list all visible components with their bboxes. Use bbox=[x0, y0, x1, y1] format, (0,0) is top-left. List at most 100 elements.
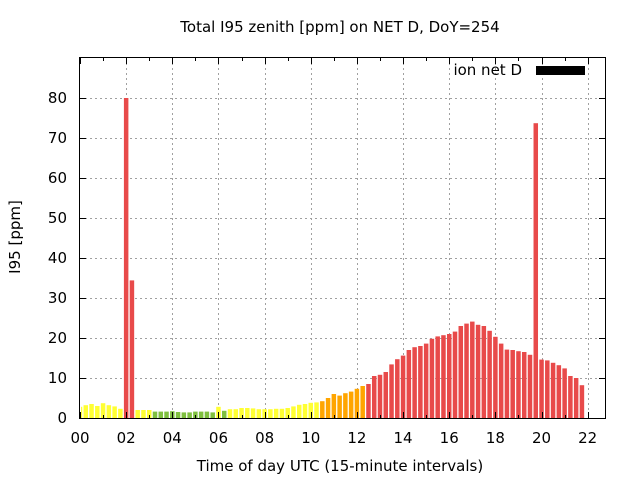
y-tick-label: 60 bbox=[48, 169, 67, 187]
bar bbox=[83, 405, 89, 418]
y-tick-label: 70 bbox=[48, 129, 67, 147]
bar bbox=[198, 411, 204, 418]
bar bbox=[452, 331, 458, 418]
bar bbox=[227, 409, 233, 418]
grid bbox=[80, 58, 605, 418]
bar bbox=[100, 403, 106, 418]
bar bbox=[516, 351, 521, 418]
bar bbox=[389, 364, 394, 418]
y-tick-label: 40 bbox=[48, 249, 67, 267]
bar bbox=[504, 349, 510, 418]
bar bbox=[291, 406, 296, 418]
bar bbox=[406, 350, 412, 418]
bar bbox=[129, 280, 135, 418]
bar bbox=[112, 406, 117, 418]
bar bbox=[152, 411, 158, 418]
x-tick-label: 04 bbox=[163, 429, 182, 447]
bar bbox=[441, 335, 446, 418]
y-tick-label: 30 bbox=[48, 289, 67, 307]
bar bbox=[371, 376, 377, 418]
bar bbox=[146, 410, 152, 418]
bar bbox=[533, 123, 539, 418]
y-axis-label: I95 [ppm] bbox=[6, 200, 24, 274]
bar bbox=[568, 376, 573, 418]
bar bbox=[521, 352, 527, 418]
axis-ticks: 00 02 04 06 08 10 12 14 16 18 20 22 0 10 20 30 40 50 60 70 8… bbox=[48, 58, 605, 447]
bar bbox=[95, 406, 100, 418]
bar bbox=[279, 408, 285, 418]
x-tick-label: 16 bbox=[440, 429, 459, 447]
bar bbox=[314, 402, 319, 418]
bar bbox=[256, 409, 262, 418]
bar bbox=[204, 411, 210, 418]
bar bbox=[233, 409, 239, 418]
bar bbox=[331, 394, 337, 418]
x-tick-label: 20 bbox=[532, 429, 551, 447]
bar bbox=[360, 386, 365, 418]
bar bbox=[354, 388, 360, 418]
bar bbox=[158, 411, 164, 418]
bar bbox=[348, 391, 354, 418]
bar bbox=[579, 385, 585, 418]
bar bbox=[175, 412, 181, 418]
bar bbox=[181, 412, 187, 418]
legend-label: ion net D bbox=[453, 61, 522, 79]
bar bbox=[481, 326, 487, 418]
bar bbox=[412, 347, 417, 418]
bar bbox=[429, 338, 435, 418]
bar bbox=[239, 408, 244, 418]
bar bbox=[418, 346, 423, 418]
bars bbox=[81, 98, 585, 418]
chart-title: Total I95 zenith [ppm] on NET D, DoY=254 bbox=[179, 18, 499, 36]
bar bbox=[446, 334, 452, 418]
x-tick-label: 22 bbox=[578, 429, 597, 447]
y-tick-label: 10 bbox=[48, 369, 67, 387]
bar bbox=[573, 378, 579, 418]
x-tick-label: 14 bbox=[394, 429, 413, 447]
bar bbox=[285, 408, 290, 418]
bar bbox=[221, 410, 227, 418]
bar bbox=[550, 362, 556, 418]
bar bbox=[556, 365, 562, 418]
bar bbox=[296, 404, 302, 418]
bar bbox=[123, 98, 129, 418]
bar bbox=[498, 343, 504, 418]
bar bbox=[475, 324, 481, 418]
bar bbox=[493, 336, 498, 418]
bar bbox=[423, 343, 429, 418]
x-tick-label: 02 bbox=[117, 429, 136, 447]
bar bbox=[343, 393, 348, 418]
bar bbox=[400, 355, 406, 418]
x-axis-label: Time of day UTC (15-minute intervals) bbox=[196, 457, 483, 475]
bar bbox=[527, 354, 533, 418]
bar bbox=[383, 372, 389, 418]
bar bbox=[193, 411, 198, 418]
bar bbox=[308, 402, 314, 418]
x-tick-label: 06 bbox=[209, 429, 228, 447]
bar bbox=[435, 336, 440, 418]
bar bbox=[337, 395, 342, 418]
bar bbox=[470, 321, 475, 418]
bar bbox=[377, 374, 383, 418]
x-tick-label: 10 bbox=[301, 429, 320, 447]
x-tick-label: 18 bbox=[486, 429, 505, 447]
bar bbox=[487, 330, 492, 418]
bar bbox=[268, 409, 273, 418]
bar bbox=[106, 405, 112, 418]
bar bbox=[562, 368, 567, 418]
bar bbox=[395, 359, 400, 418]
x-tick-label: 00 bbox=[70, 429, 89, 447]
bar bbox=[302, 404, 308, 418]
legend-swatch bbox=[536, 66, 585, 75]
bar bbox=[118, 408, 123, 418]
bar bbox=[464, 323, 469, 418]
y-tick-label: 50 bbox=[48, 209, 67, 227]
bar bbox=[81, 406, 83, 418]
y-tick-label: 20 bbox=[48, 329, 67, 347]
bar bbox=[366, 384, 371, 418]
bar bbox=[320, 401, 325, 418]
bar bbox=[458, 326, 464, 418]
bar bbox=[164, 411, 169, 418]
bar bbox=[262, 409, 267, 418]
